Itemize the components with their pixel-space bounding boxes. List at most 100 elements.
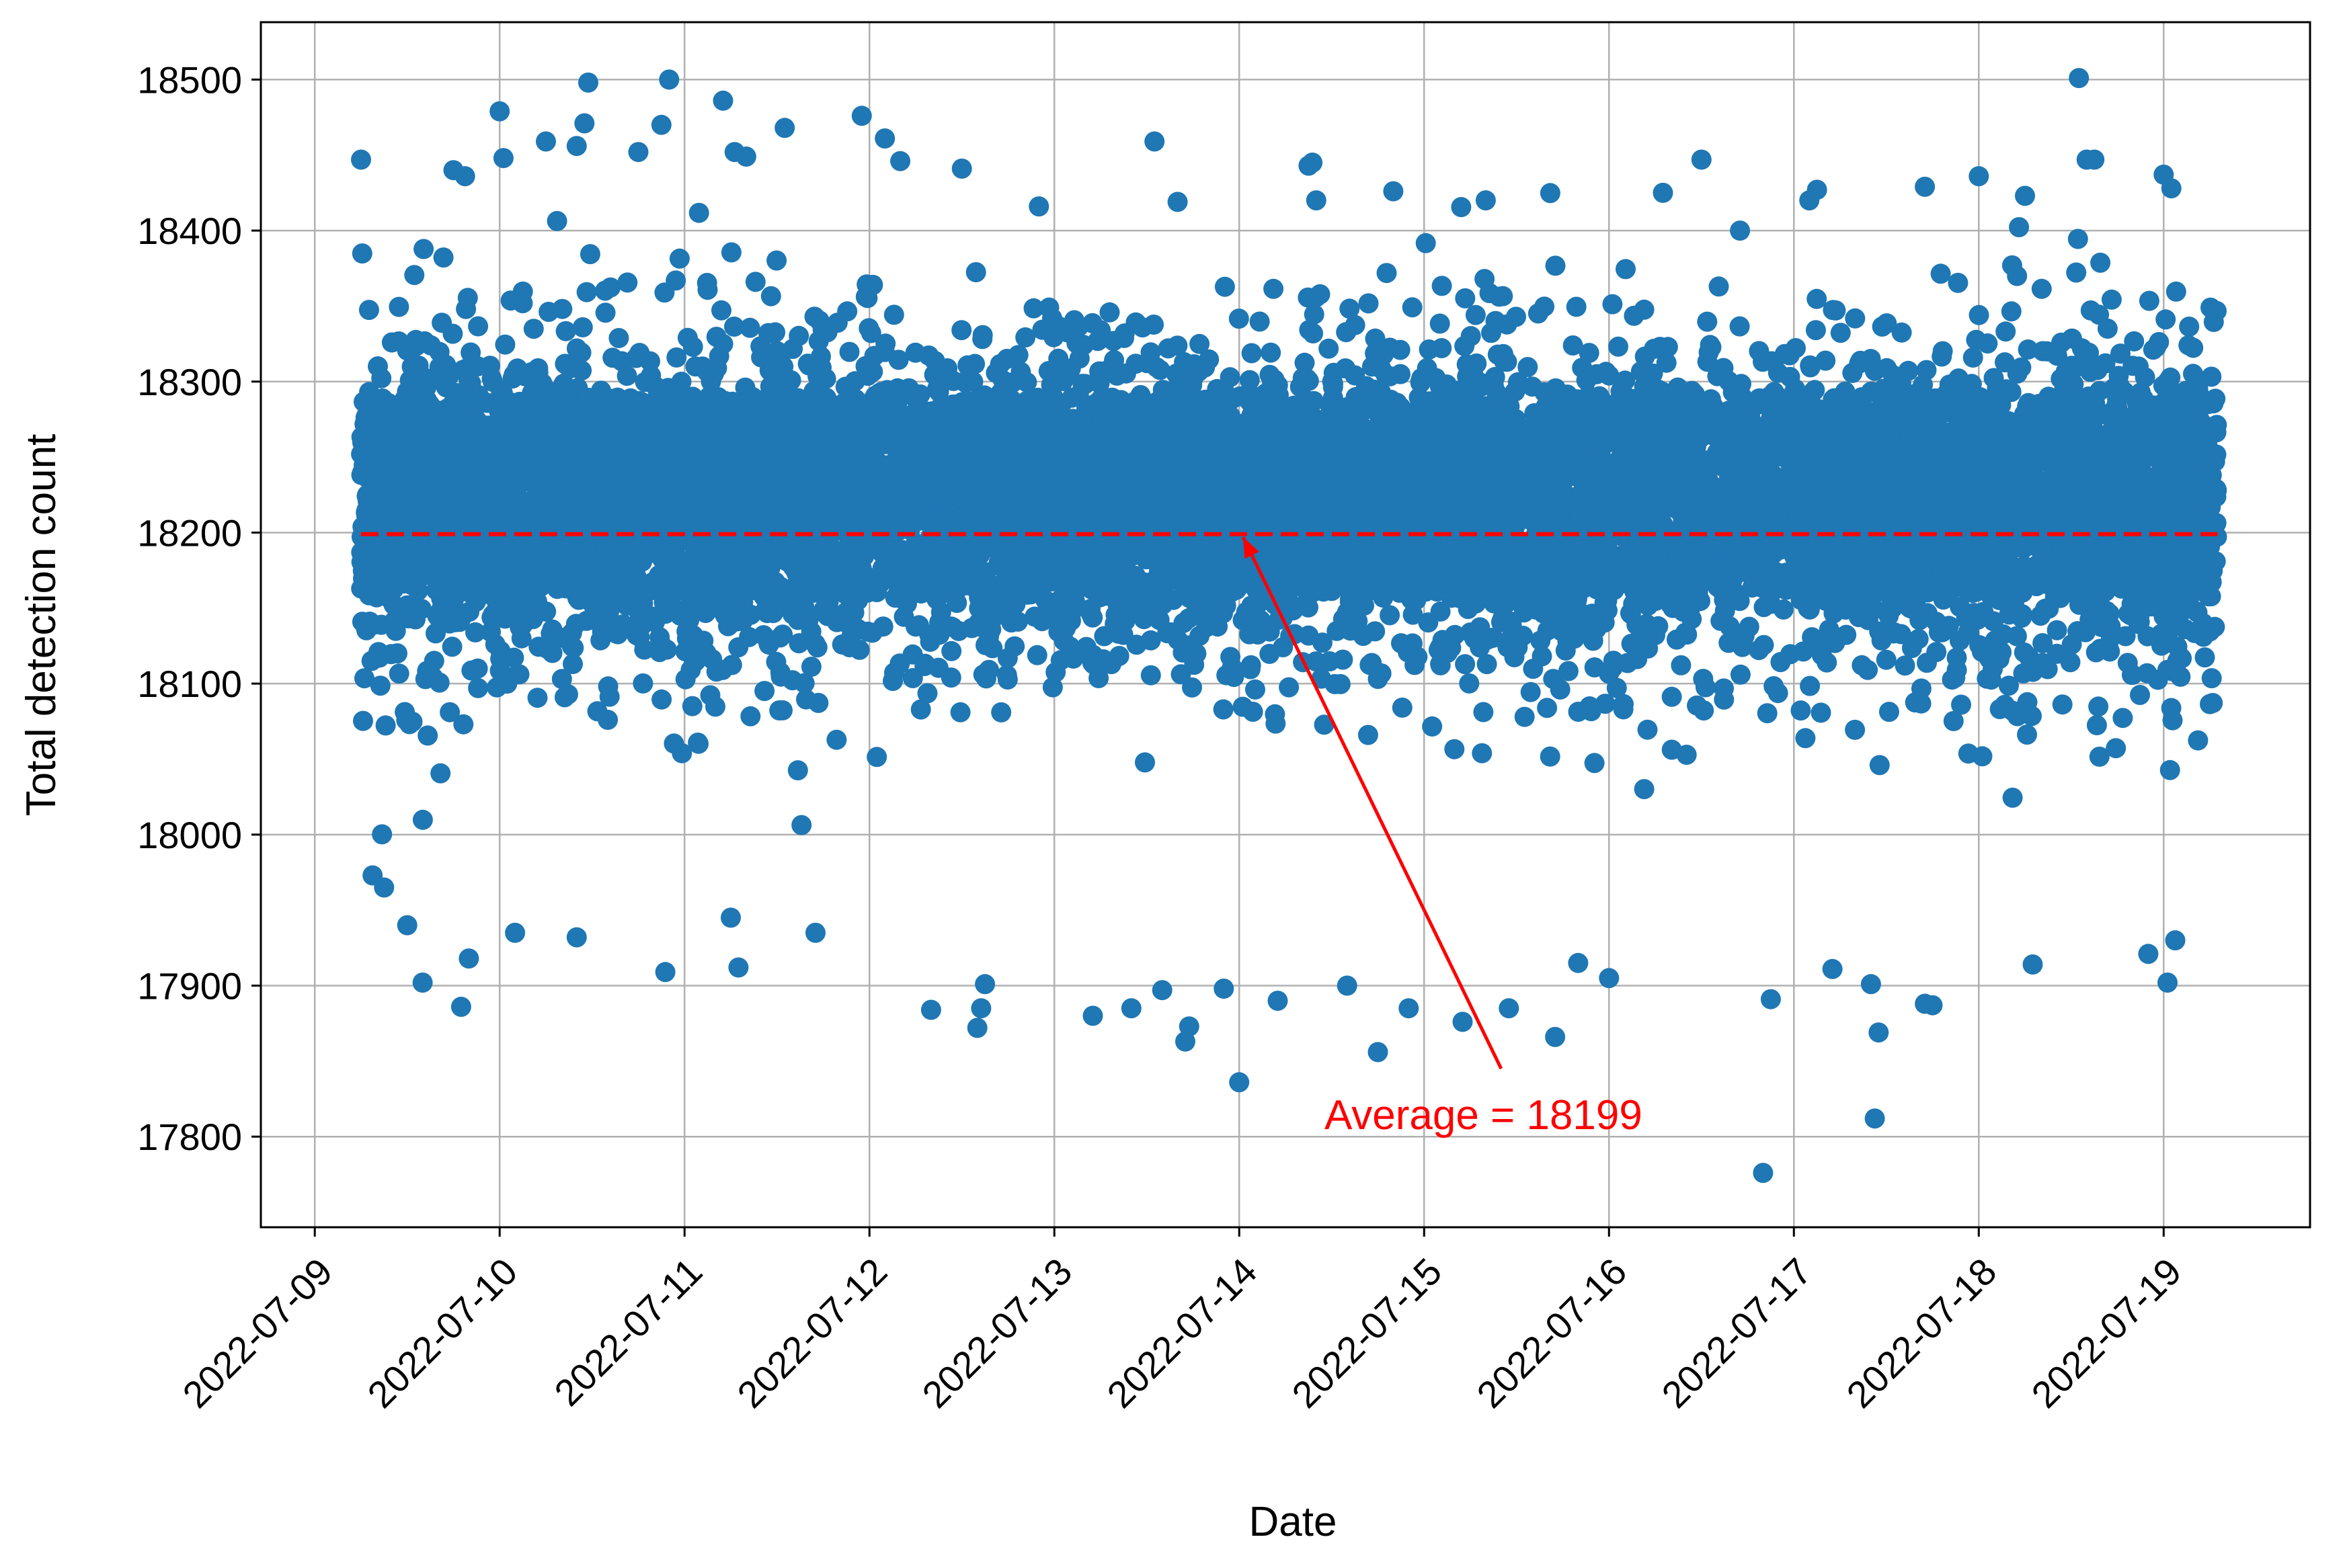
data-point (1134, 609, 1154, 630)
data-point (1852, 655, 1872, 675)
data-point (822, 606, 842, 627)
data-point (1367, 669, 1388, 690)
data-point (479, 356, 500, 376)
data-point (2014, 642, 2034, 663)
data-point (1981, 669, 2001, 690)
data-point (766, 250, 787, 271)
data-point (1540, 746, 1560, 767)
data-point (412, 809, 433, 830)
data-point (1800, 675, 1821, 696)
data-point (1579, 696, 1600, 716)
data-point (1032, 611, 1053, 632)
data-point (1637, 719, 1658, 740)
data-point (1303, 323, 1324, 343)
data-point (2085, 642, 2106, 663)
data-point (1430, 601, 1451, 622)
data-point (1080, 603, 1101, 624)
data-point (429, 672, 450, 693)
data-point (917, 683, 938, 704)
data-point (1310, 284, 1330, 304)
data-point (2124, 331, 2145, 352)
data-point (801, 657, 822, 677)
data-point (1015, 327, 1036, 347)
data-point (1074, 335, 1094, 356)
data-point (1213, 699, 1234, 720)
data-point (837, 301, 858, 322)
data-point (1994, 694, 2015, 715)
data-point (2007, 265, 2028, 286)
data-point (2143, 339, 2163, 360)
data-point (758, 634, 779, 655)
data-point (1506, 306, 1526, 327)
data-point (2165, 281, 2186, 302)
data-point (2032, 341, 2053, 362)
data-point (1318, 338, 1339, 359)
data-point (721, 242, 742, 263)
data-point (433, 247, 454, 268)
data-point (873, 616, 893, 637)
data-point (2178, 335, 2199, 356)
data-point (826, 729, 847, 750)
data-point (1132, 317, 1153, 338)
data-point (598, 710, 619, 730)
data-point (2067, 229, 2088, 249)
data-point (941, 641, 962, 661)
data-point (1365, 621, 1386, 642)
data-point (456, 298, 477, 319)
data-point (2031, 278, 2052, 299)
data-point (2170, 666, 2191, 687)
data-point (396, 710, 417, 731)
data-point (724, 317, 744, 337)
data-point (1584, 753, 1605, 774)
data-point (675, 600, 696, 620)
data-point (1876, 313, 1897, 334)
data-point (675, 669, 696, 690)
data-point (1465, 304, 1486, 325)
data-point (1402, 297, 1423, 318)
data-point (760, 286, 781, 306)
data-point (1279, 677, 1300, 698)
data-point (1076, 643, 1097, 664)
data-point (2032, 653, 2053, 673)
data-point (2112, 708, 2133, 729)
data-point (1263, 278, 1284, 299)
data-point (1969, 304, 1989, 325)
data-point (1739, 616, 1759, 637)
data-point (358, 300, 379, 321)
data-point (812, 319, 833, 340)
data-point (770, 662, 791, 683)
data-point (408, 356, 429, 376)
data-point (666, 347, 687, 368)
data-point (1730, 664, 1751, 685)
data-point (461, 660, 482, 681)
data-point (2161, 698, 2182, 718)
data-point (1392, 697, 1413, 718)
data-point (808, 692, 829, 713)
data-point (626, 347, 647, 368)
data-point (2159, 759, 2180, 780)
data-point (688, 733, 709, 753)
data-point (1265, 713, 1286, 734)
data-point (1002, 372, 1023, 393)
data-point (1493, 286, 1513, 306)
data-point (1581, 608, 1601, 629)
data-point (600, 277, 621, 298)
data-point (1514, 706, 1535, 727)
data-point (1357, 725, 1378, 745)
data-point (1714, 678, 1734, 699)
data-point (500, 290, 521, 311)
data-point (1806, 288, 1827, 309)
data-point (1932, 341, 1953, 362)
data-point (468, 316, 489, 337)
data-point (2002, 787, 2023, 808)
data-point (385, 620, 406, 641)
data-point (1333, 649, 1353, 670)
data-point (1958, 743, 1979, 764)
data-point (1616, 259, 1636, 280)
data-point (745, 272, 766, 292)
data-point (1109, 646, 1129, 666)
data-point (497, 673, 518, 694)
data-point (1540, 183, 1560, 204)
data-point (1517, 357, 1538, 378)
